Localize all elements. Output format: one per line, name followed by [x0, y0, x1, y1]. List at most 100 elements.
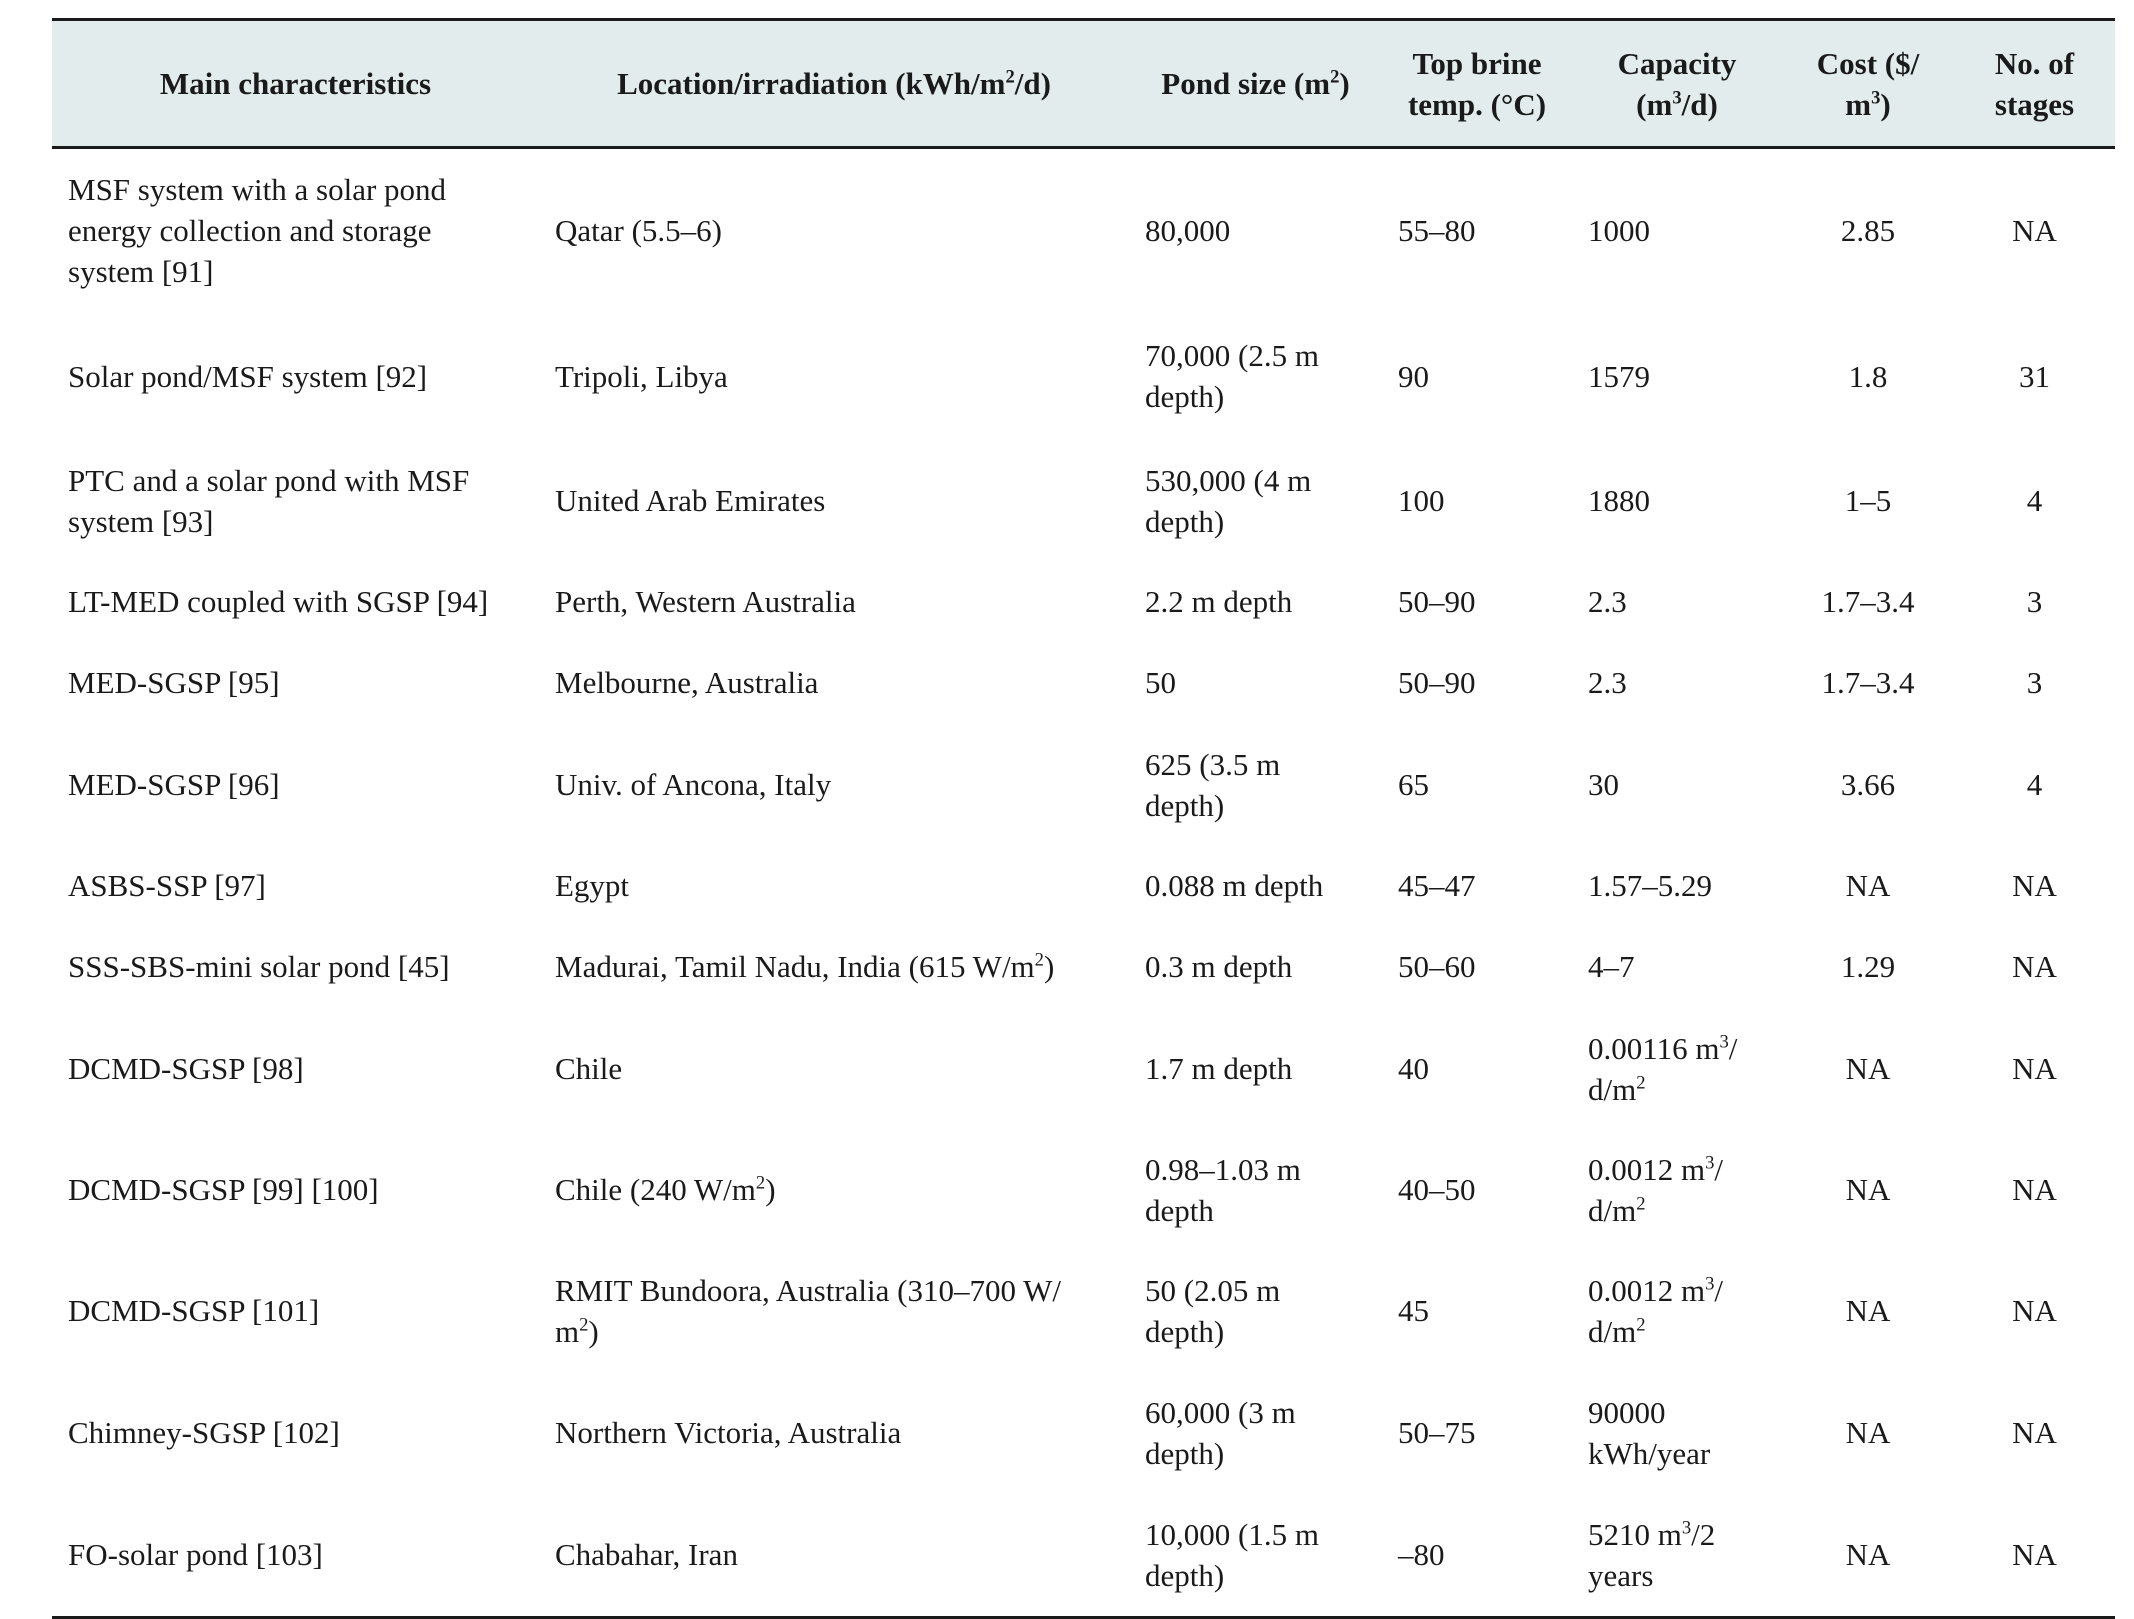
table-row: ASBS-SSP [97] Egypt 0.088 m depth 45–47 …: [52, 846, 2115, 926]
cell-temp: 50–75: [1398, 1415, 1476, 1450]
cell-pond-size: 80,000: [1145, 213, 1231, 249]
cell-stages: NA: [2012, 1172, 2057, 1207]
cell-location: Univ. of Ancona, Italy: [555, 767, 832, 802]
table-row: MED-SGSP [96] Univ. of Ancona, Italy 625…: [52, 724, 2115, 846]
table-row: MED-SGSP [95] Melbourne, Australia 50 50…: [52, 642, 2115, 724]
cell-main: MED-SGSP [95]: [68, 665, 280, 700]
cell-temp: 40: [1398, 1051, 1429, 1086]
cell-temp: 50–60: [1398, 949, 1476, 984]
cell-temp: 50–90: [1398, 665, 1476, 700]
cell-main: PTC and a solar pond with MSF system [93]: [68, 462, 470, 539]
cell-stages: 3: [2026, 665, 2043, 700]
cell-main: Chimney-SGSP [102]: [68, 1415, 340, 1450]
cell-capacity: 30: [1588, 767, 1619, 802]
cell-main: Solar pond/MSF system [92]: [68, 358, 428, 394]
table-row: LT-MED coupled with SGSP [94] Perth, Wes…: [52, 562, 2115, 642]
cell-stages: 31: [2019, 358, 2050, 394]
cell-capacity: 2.3: [1588, 584, 1627, 619]
cell-cost: NA: [1782, 1493, 1954, 1619]
cell-pond-size: 50 (2.05 m depth): [1145, 1272, 1281, 1349]
cell-capacity: 1.57–5.29: [1588, 868, 1712, 903]
cell-location: RMIT Bundoora, Australia (310–700 W/m2): [555, 1272, 1062, 1349]
cell-capacity: 1579: [1588, 358, 1650, 394]
cell-cost: 2.85: [1840, 213, 1896, 249]
header-location: Location/irradiation (kWh/m2/d): [539, 18, 1129, 149]
cell-temp: –80: [1382, 1493, 1572, 1619]
cell-cost: 1–5: [1844, 483, 1892, 518]
cell-temp: 55–80: [1398, 213, 1476, 249]
header-main-characteristics: Main characteristics: [52, 18, 539, 149]
header-no-of-stages: No. of stages: [1954, 18, 2115, 149]
cell-temp: 100: [1398, 483, 1445, 518]
table-header-row: Main characteristics Location/irradiatio…: [52, 18, 2115, 149]
cell-cost: 3.66: [1840, 767, 1896, 802]
cell-temp: 50–90: [1398, 584, 1476, 619]
cell-capacity: 0.0012 m3/d/m2: [1588, 1151, 1724, 1228]
cell-pond-size: 60,000 (3 m depth): [1145, 1394, 1296, 1471]
cell-cost: NA: [1845, 1415, 1891, 1450]
cell-location: Melbourne, Australia: [555, 665, 819, 700]
cell-stages: NA: [2012, 868, 2057, 903]
cell-pond-size: 0.98–1.03 m depth: [1145, 1151, 1301, 1228]
cell-main: LT-MED coupled with SGSP [94]: [68, 584, 489, 619]
cell-main: FO-solar pond [103]: [52, 1493, 539, 1619]
cell-cost: 1.7–3.4: [1821, 584, 1915, 619]
cell-stages: NA: [2012, 1051, 2057, 1086]
cell-main: DCMD-SGSP [99] [100]: [68, 1172, 379, 1207]
cell-location: Qatar (5.5–6): [555, 213, 722, 249]
cell-capacity: 2.3: [1588, 665, 1627, 700]
cell-capacity: 5210 m3/2 years: [1572, 1493, 1782, 1619]
cell-pond-size: 0.088 m depth: [1145, 868, 1324, 903]
header-capacity: Capacity (m3/d): [1572, 18, 1782, 149]
cell-pond-size: 70,000 (2.5 m depth): [1145, 338, 1319, 414]
table-row: Solar pond/MSF system [92] Tripoli, Liby…: [52, 313, 2115, 440]
cell-stages: 4: [2026, 767, 2043, 802]
table-row: Chimney-SGSP [102] Northern Victoria, Au…: [52, 1372, 2115, 1494]
cell-cost: NA: [1845, 1172, 1891, 1207]
cell-main: ASBS-SSP [97]: [68, 868, 266, 903]
cell-location: Madurai, Tamil Nadu, India (615 W/m2): [555, 949, 1055, 984]
cell-pond-size: 530,000 (4 m depth): [1145, 462, 1312, 539]
cell-location: Northern Victoria, Australia: [555, 1415, 902, 1450]
cell-stages: NA: [1954, 1493, 2115, 1619]
cell-stages: 4: [2026, 483, 2043, 518]
cell-pond-size: 10,000 (1.5 m depth): [1129, 1493, 1382, 1619]
cell-location: Chile: [555, 1051, 623, 1086]
table-row: FO-solar pond [103] Chabahar, Iran 10,00…: [52, 1493, 2115, 1619]
cell-stages: NA: [2012, 213, 2057, 249]
cell-stages: NA: [2012, 1293, 2057, 1328]
cell-capacity: 1000: [1588, 213, 1650, 249]
cell-capacity: 1880: [1588, 483, 1650, 518]
table-row: DCMD-SGSP [98] Chile 1.7 m depth 40 0.00…: [52, 1008, 2115, 1130]
table-row: PTC and a solar pond with MSF system [93]…: [52, 440, 2115, 562]
cell-main: MSF system with a solar pond energy colle…: [68, 172, 447, 290]
cell-location: Chabahar, Iran: [539, 1493, 1129, 1619]
cell-capacity: 0.00116 m3/d/m2: [1588, 1030, 1738, 1107]
cell-location: Chile (240 W/m2): [555, 1172, 776, 1207]
cell-temp: 45–47: [1398, 868, 1476, 903]
cell-pond-size: 625 (3.5 m depth): [1145, 746, 1281, 823]
cell-location: United Arab Emirates: [555, 483, 826, 518]
header-top-brine-temp: Top brine temp. (°C): [1382, 18, 1572, 149]
cell-stages: NA: [2012, 1415, 2057, 1450]
cell-pond-size: 2.2 m depth: [1145, 584, 1293, 619]
cell-location: Perth, Western Australia: [555, 584, 856, 619]
cell-temp: 45: [1398, 1293, 1429, 1328]
table-row: DCMD-SGSP [101] RMIT Bundoora, Australia…: [52, 1250, 2115, 1372]
cell-main: SSS-SBS-mini solar pond [45]: [68, 949, 450, 984]
table-row: SSS-SBS-mini solar pond [45] Madurai, Ta…: [52, 926, 2115, 1008]
table-row: MSF system with a solar pond energy colle…: [52, 148, 2115, 313]
cell-cost: NA: [1845, 868, 1891, 903]
cell-main: DCMD-SGSP [98]: [68, 1051, 304, 1086]
cell-stages: 3: [2026, 584, 2043, 619]
cell-cost: NA: [1845, 1293, 1891, 1328]
cell-cost: 1.29: [1840, 949, 1896, 984]
table-row: DCMD-SGSP [99] [100] Chile (240 W/m2) 0.…: [52, 1130, 2115, 1250]
cell-pond-size: 1.7 m depth: [1145, 1051, 1293, 1086]
cell-main: MED-SGSP [96]: [68, 767, 280, 802]
header-pond-size: Pond size (m2): [1129, 18, 1382, 149]
cell-pond-size: 50: [1145, 665, 1176, 700]
cell-temp: 90: [1398, 358, 1429, 394]
cell-cost: 1.7–3.4: [1821, 665, 1915, 700]
table-container: Main characteristics Location/irradiatio…: [52, 18, 2115, 1619]
